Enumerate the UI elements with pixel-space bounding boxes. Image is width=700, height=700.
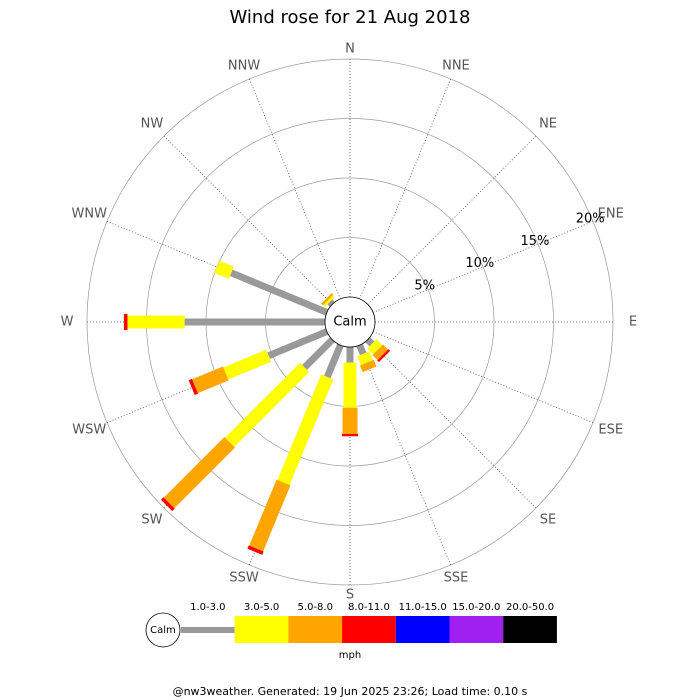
direction-label: SE	[540, 513, 556, 528]
r-tick-label: 5%	[414, 278, 435, 293]
legend-label: 1.0-3.0	[190, 602, 225, 613]
legend-label: 15.0-20.0	[452, 602, 500, 613]
spoke	[367, 135, 537, 305]
r-tick-label: 10%	[465, 256, 494, 271]
direction-label: WSW	[72, 423, 106, 438]
wind-segment	[365, 337, 375, 347]
wind-segment	[356, 343, 367, 356]
wind-segment	[249, 479, 291, 552]
direction-label: ESE	[598, 423, 623, 438]
direction-label: SSW	[229, 570, 259, 585]
legend-label: 20.0-50.0	[506, 602, 554, 613]
direction-label: WNW	[72, 206, 108, 221]
wind-segment	[302, 337, 335, 370]
legend-swatch	[342, 616, 396, 643]
wind-segment	[327, 299, 335, 307]
legend-swatch	[503, 616, 557, 643]
legend-label: 11.0-15.0	[399, 602, 447, 613]
legend-calm	[145, 612, 181, 648]
spoke	[359, 344, 452, 566]
legend-label: 3.0-5.0	[244, 602, 279, 613]
direction-label: NE	[539, 116, 557, 131]
wind-segment	[188, 378, 199, 395]
direction-label: NNE	[442, 59, 470, 74]
direction-label: N	[345, 42, 355, 57]
wind-segment	[225, 362, 310, 447]
legend-swatch	[288, 616, 343, 643]
wind-segment	[377, 349, 391, 363]
calm-label: Calm	[333, 315, 366, 330]
calm-circle	[324, 296, 376, 348]
spoke	[163, 135, 333, 305]
direction-label: NW	[141, 116, 164, 131]
direction-label: E	[629, 315, 637, 330]
footer: @nw3weather. Generated: 19 Jun 2025 23:2…	[173, 685, 528, 698]
unit-label: mph	[339, 650, 361, 661]
chart-title: Wind rose for 21 Aug 2018	[230, 7, 471, 28]
wind-segment	[214, 260, 234, 279]
wind-segment	[372, 344, 389, 361]
spoke	[367, 339, 537, 509]
wind-segment	[357, 351, 373, 366]
legend-swatch	[234, 616, 289, 643]
legend-calm-label: Calm	[150, 625, 176, 636]
wind-segment	[359, 359, 377, 373]
wind-segment	[247, 545, 264, 555]
legend-label: 8.0-11.0	[348, 602, 390, 613]
wind-segment	[321, 293, 334, 306]
wind-segment	[229, 269, 329, 316]
spoke	[372, 331, 594, 424]
spoke	[248, 78, 341, 300]
direction-label: ENE	[598, 206, 624, 221]
direction-label: SW	[141, 513, 162, 528]
r-tick-label: 20%	[576, 211, 605, 226]
legend-swatch	[395, 616, 450, 643]
legend-swatch	[181, 627, 235, 633]
spoke	[372, 220, 594, 313]
wind-segment	[160, 497, 175, 512]
wind-segment	[267, 328, 329, 359]
legend-swatch	[449, 616, 504, 643]
wind-segment	[192, 366, 229, 394]
direction-label: W	[61, 315, 74, 330]
direction-label: NNW	[228, 59, 260, 74]
wind-segment	[323, 343, 344, 379]
r-tick-label: 15%	[521, 234, 550, 249]
wind-segment	[277, 374, 334, 486]
wind-segment	[163, 437, 235, 509]
legend-label: 5.0-8.0	[298, 602, 333, 613]
wind-segment	[367, 339, 383, 355]
wind-segment	[223, 349, 272, 380]
spoke	[359, 78, 452, 300]
direction-label: S	[346, 588, 354, 603]
direction-label: SSE	[444, 570, 469, 585]
wind-segment	[323, 295, 335, 307]
